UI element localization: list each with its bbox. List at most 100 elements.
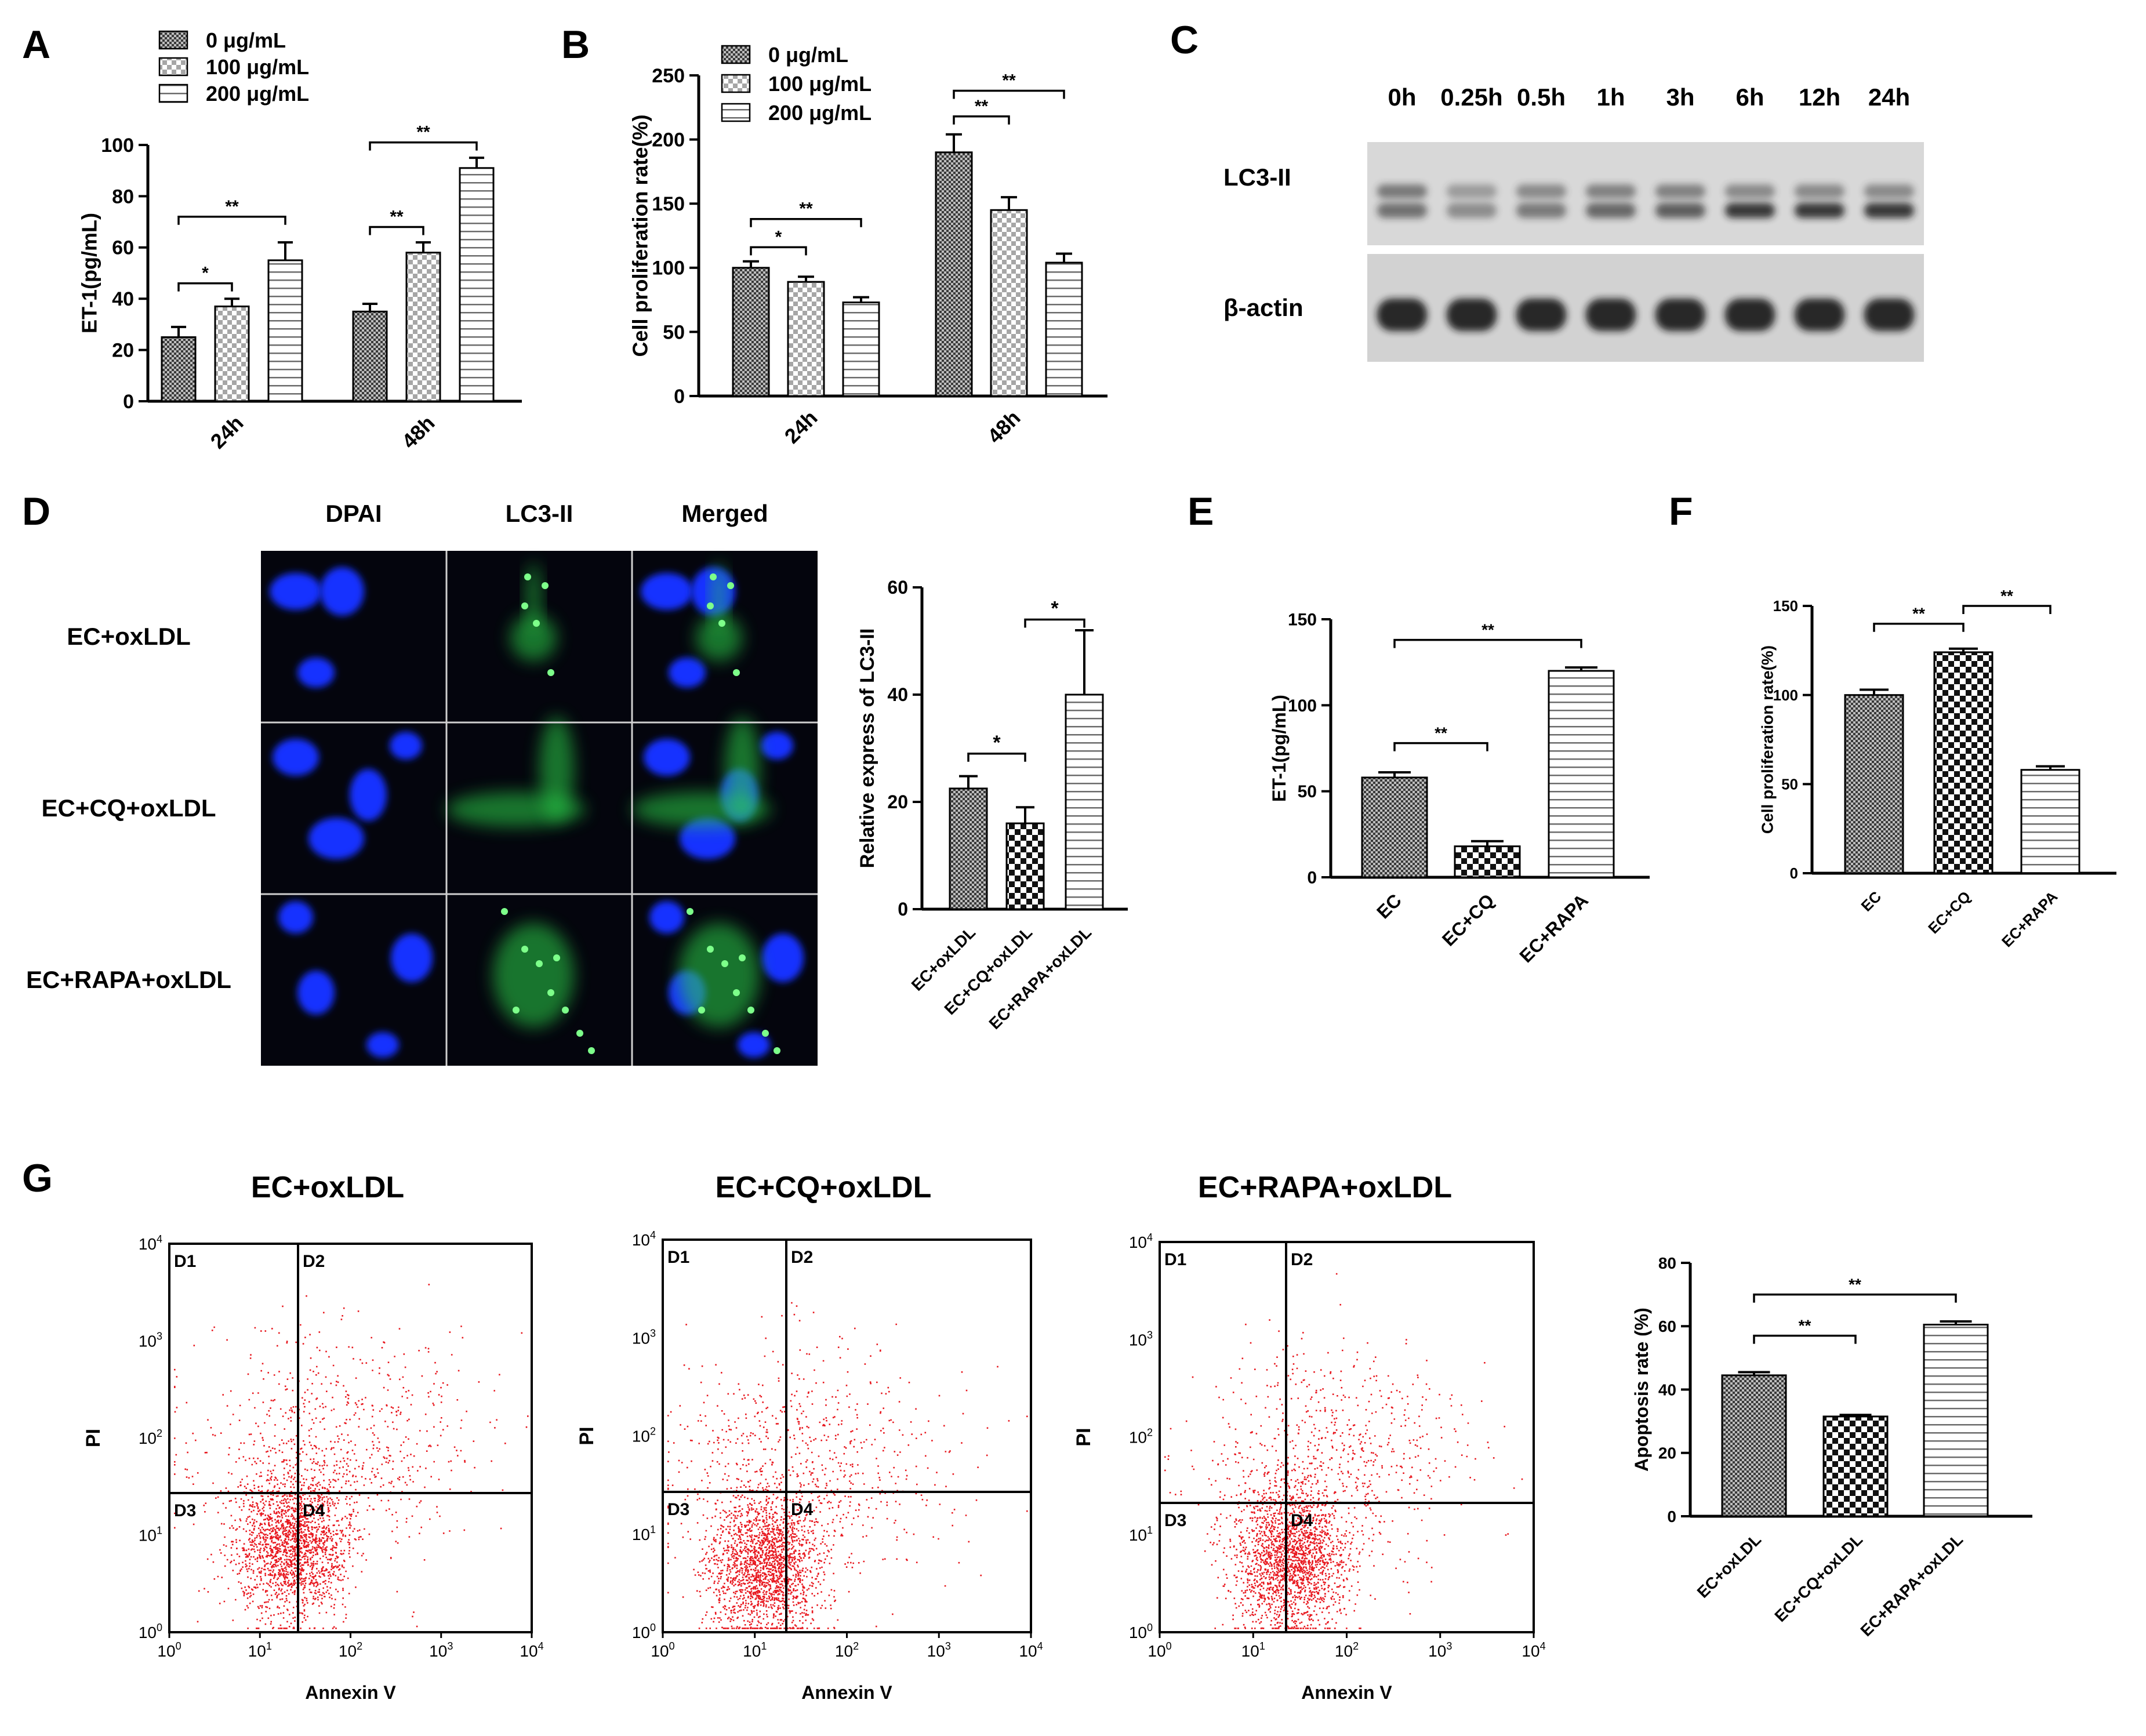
significance-bracket	[1393, 742, 1488, 751]
significance-bracket	[953, 115, 1010, 125]
x-tick-label: EC	[1857, 888, 1884, 915]
microscopy-column-label: DPAI	[325, 500, 382, 527]
lc3-cytoplasm	[493, 923, 574, 1027]
legend-label: 0 μg/mL	[206, 28, 286, 52]
legend-swatch	[158, 83, 188, 103]
y-tick-label: 150	[1288, 611, 1317, 630]
timepoint-label: 3h	[1666, 83, 1694, 111]
y-axis-label: Cell proliferation rate(%)	[1758, 645, 1776, 834]
bar-0 μg/mL-24h	[732, 267, 770, 397]
x-tick-label: 103	[429, 1640, 453, 1660]
lc3-puncta	[533, 620, 540, 627]
bar-EC+oxLDL	[949, 787, 988, 910]
y-tick-label: 80	[1658, 1254, 1676, 1272]
lc3-cytoplasm	[725, 717, 760, 821]
actin-band	[1585, 299, 1636, 331]
microscopy-column-label: LC3-II	[506, 500, 573, 527]
lc3-lower-band	[1585, 203, 1636, 218]
y-tick-label: 103	[632, 1327, 656, 1347]
nucleus	[390, 732, 422, 760]
flow-x-axis-label: Annexin V	[801, 1682, 892, 1703]
flow-y-axis-label: PI	[82, 1429, 104, 1447]
y-tick-label: 150	[652, 193, 685, 215]
significance-label: **	[1435, 724, 1447, 742]
x-tick-label: 102	[835, 1640, 859, 1660]
bar-100 μg/mL-48h	[405, 252, 441, 402]
flow-plot-frame	[1159, 1241, 1535, 1633]
lc3-puncta	[542, 582, 549, 589]
lc3-puncta	[698, 1007, 705, 1014]
lc3-puncta	[536, 960, 543, 967]
x-tick-label: 104	[520, 1640, 543, 1660]
quadrant-label: D3	[1164, 1511, 1186, 1530]
y-tick-label: 150	[1773, 597, 1798, 615]
quadrant-label: D3	[174, 1501, 196, 1520]
actin-band	[1794, 299, 1845, 331]
y-tick-label: 100	[632, 1622, 656, 1641]
panel-label-d: D	[22, 489, 50, 533]
lc3-puncta	[710, 573, 717, 580]
y-axis-label: Apoptosis rate (%)	[1631, 1308, 1652, 1472]
significance-bracket	[1753, 1334, 1857, 1344]
x-tick-label: 104	[1019, 1640, 1043, 1660]
bar-EC+CQ	[1933, 651, 1994, 874]
nucleus	[350, 769, 387, 821]
quadrant-label: D3	[667, 1500, 689, 1519]
nucleus	[297, 658, 335, 688]
quadrant-label: D4	[1291, 1511, 1313, 1530]
x-tick-label: 101	[248, 1640, 272, 1660]
flow-scatter-points	[174, 1284, 529, 1629]
lc3-puncta	[553, 954, 560, 961]
significance-label: **	[416, 123, 430, 142]
panel-label-a: A	[22, 23, 50, 67]
x-tick-label: EC+RAPA	[1515, 889, 1592, 967]
bar-200 μg/mL-24h	[267, 259, 303, 402]
x-tick-label: EC+RAPA+oxLDL	[985, 923, 1095, 1033]
bar-EC+RAPA+oxLDL	[1065, 693, 1104, 910]
lc3-puncta	[747, 1007, 754, 1014]
significance-label: **	[1912, 605, 1925, 623]
y-tick-label: 20	[1658, 1444, 1676, 1462]
nucleus	[669, 658, 706, 688]
timepoint-label: 0.25h	[1440, 83, 1502, 111]
x-tick-label: EC	[1372, 889, 1406, 923]
lc3-lower-band	[1446, 203, 1497, 218]
flow-y-axis-label: PI	[576, 1426, 598, 1445]
legend-swatch	[158, 30, 188, 50]
actin-band	[1864, 299, 1915, 331]
western-blot: 0h 0.25h 0.5h 1h 3h 6h 12h 24h LC3-II β-actin	[1223, 83, 1924, 362]
timepoint-label: 0h	[1388, 83, 1416, 111]
y-tick-label: 80	[112, 186, 134, 208]
y-tick-label: 0	[898, 899, 908, 920]
timepoint-label: 24h	[1868, 83, 1910, 111]
lc3-puncta	[727, 582, 734, 589]
x-tick-label: 48h	[397, 411, 440, 453]
x-tick-label: EC+CQ	[1438, 889, 1498, 950]
y-tick-label: 50	[1298, 782, 1317, 801]
nucleus	[391, 934, 433, 982]
lc3-puncta	[718, 620, 725, 627]
lc3-puncta	[733, 989, 740, 996]
flow-y-axis-label: PI	[1073, 1428, 1095, 1446]
bar-EC	[1844, 694, 1904, 874]
significance-bracket	[1962, 605, 2051, 614]
lc3-puncta	[687, 908, 693, 915]
significance-bracket	[177, 282, 233, 292]
nucleus	[278, 901, 313, 934]
y-tick-label: 200	[652, 129, 685, 151]
y-tick-label: 103	[1129, 1329, 1153, 1349]
lc3-puncta	[501, 908, 508, 915]
significance-label: **	[799, 199, 813, 219]
flow-plot-title: EC+CQ+oxLDL	[716, 1171, 932, 1204]
x-tick-label: 104	[1522, 1640, 1545, 1660]
panel-label-e: E	[1188, 489, 1214, 533]
x-tick-label: 100	[651, 1640, 674, 1660]
x-tick-label: 48h	[983, 406, 1025, 448]
y-tick-label: 100	[101, 135, 134, 157]
legend-swatch	[721, 45, 751, 64]
quadrant-label: D1	[1164, 1250, 1186, 1269]
actin-band	[1655, 299, 1706, 331]
